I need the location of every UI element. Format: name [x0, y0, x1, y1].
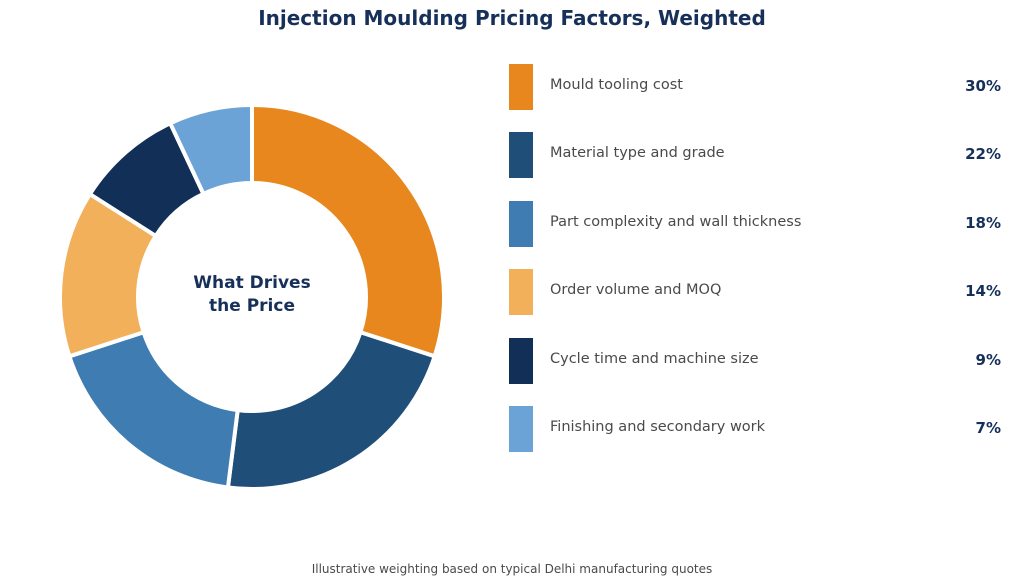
- legend-item: Mould tooling cost 30%: [509, 64, 1001, 110]
- chart-title: Injection Moulding Pricing Factors, Weig…: [258, 6, 766, 30]
- donut-chart: [58, 103, 446, 491]
- legend-label: Part complexity and wall thickness: [550, 213, 802, 230]
- donut-slice: [225, 330, 437, 491]
- legend-value: 22%: [965, 145, 1001, 164]
- legend-label: Material type and grade: [550, 145, 725, 162]
- footnote: Illustrative weighting based on typical …: [311, 562, 713, 576]
- donut-slice: [168, 103, 254, 196]
- legend-swatch: [509, 405, 533, 452]
- legend-value: 9%: [975, 350, 1001, 369]
- legend-swatch: [509, 269, 533, 316]
- legend-label: Order volume and MOQ: [550, 282, 722, 299]
- donut-slice: [250, 103, 446, 359]
- legend-item: Cycle time and machine size 9%: [509, 337, 1001, 384]
- legend-swatch: [509, 200, 533, 247]
- legend-value: 7%: [975, 418, 1001, 437]
- legend: Mould tooling cost 30% Material type and g…: [509, 64, 1001, 474]
- legend-label: Cycle time and machine size: [550, 350, 759, 367]
- legend-label: Mould tooling cost: [550, 77, 683, 93]
- legend-item: Order volume and MOQ 14%: [509, 269, 1001, 316]
- legend-swatch: [509, 132, 533, 179]
- legend-item: Material type and grade 22%: [509, 132, 1001, 179]
- legend-item: Part complexity and wall thickness 18%: [509, 200, 1001, 247]
- legend-item: Finishing and secondary work 7%: [509, 405, 1001, 452]
- legend-label: Finishing and secondary work: [550, 418, 766, 435]
- legend-value: 18%: [965, 213, 1001, 232]
- legend-value: 14%: [965, 282, 1001, 301]
- donut-slice: [67, 330, 240, 490]
- legend-value: 30%: [965, 77, 1001, 95]
- legend-swatch: [509, 337, 533, 384]
- legend-swatch: [509, 64, 533, 110]
- donut-center-label: What Drives the Price: [193, 273, 311, 316]
